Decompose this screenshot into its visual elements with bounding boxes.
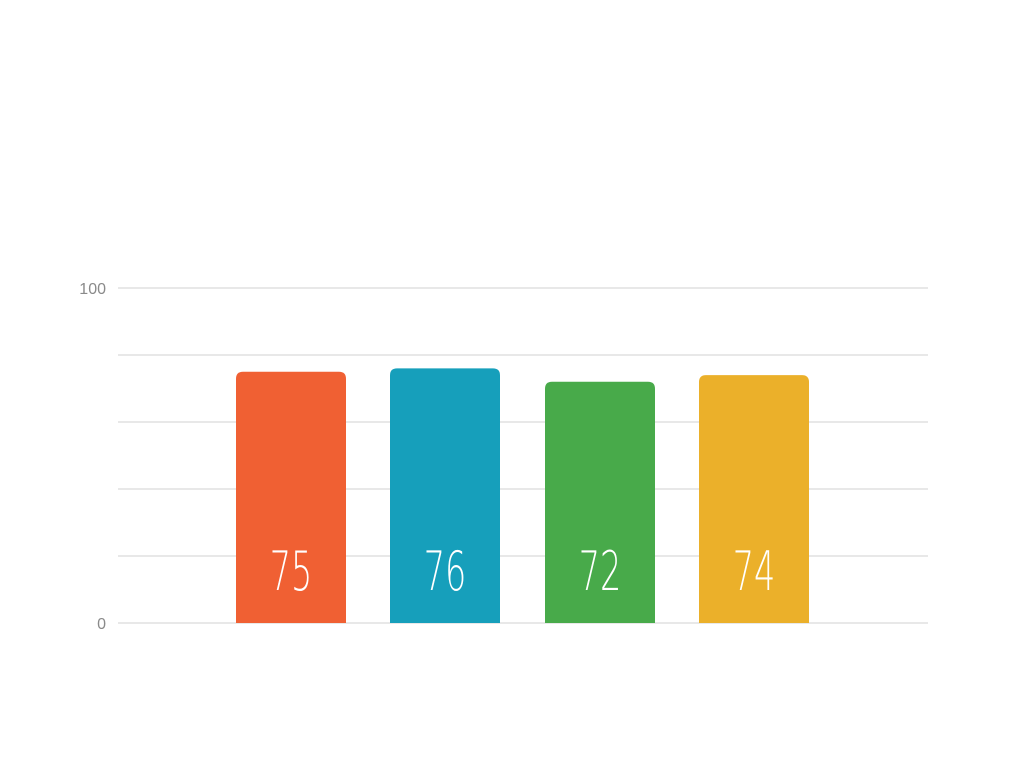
bar <box>545 381 655 623</box>
bar <box>699 375 809 623</box>
bar <box>390 368 500 623</box>
data-label: 75 <box>270 540 313 604</box>
y-tick-label: 0 <box>97 616 106 633</box>
data-label: 72 <box>579 540 622 604</box>
data-label: 74 <box>733 540 776 604</box>
bar <box>236 371 346 623</box>
data-label: 76 <box>424 540 467 604</box>
y-tick-label: 100 <box>79 281 106 298</box>
